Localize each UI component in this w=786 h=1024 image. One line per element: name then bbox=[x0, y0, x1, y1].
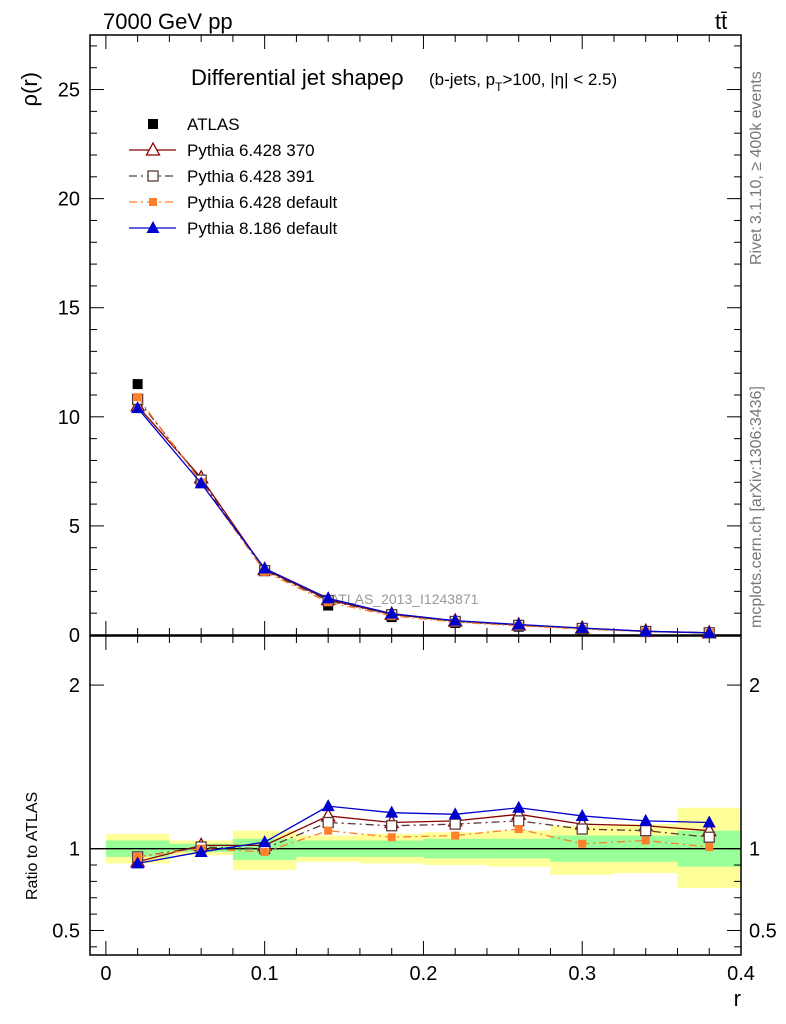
rivet-version-label: Rivet 3.1.10, ≥ 400k events bbox=[748, 71, 765, 265]
ratio-point-pythia-8-186-default bbox=[639, 813, 653, 826]
ratio-point-pythia-6-428-default bbox=[324, 826, 333, 835]
x-tick-label: 0.4 bbox=[727, 963, 755, 985]
ratio-line-pythia-8-186-default bbox=[137, 805, 710, 865]
main-point-pythia-8-186-default bbox=[512, 617, 526, 630]
ratio-point-pythia-8-186-default bbox=[194, 844, 208, 857]
ratio-y-tick-label: 1 bbox=[69, 839, 80, 861]
header-energy-label: 7000 GeV pp bbox=[103, 9, 233, 34]
ratio-point-pythia-8-186-default bbox=[321, 799, 335, 812]
ratio-point-pythia-8-186-default bbox=[575, 808, 589, 821]
main-point-pythia-8-186-default bbox=[448, 613, 462, 626]
ratio-line-pythia-6-428-default bbox=[137, 828, 710, 858]
ratio-point-pythia-8-186-default bbox=[512, 800, 526, 813]
ratio-line-pythia-6-428-391 bbox=[137, 820, 710, 858]
legend-marker-pythia-6-428-391 bbox=[147, 170, 159, 182]
legend-marker-pythia-8-186-default bbox=[146, 221, 160, 233]
legend-marker-atlas bbox=[148, 119, 158, 129]
legend-marker-pythia-6-428-default bbox=[149, 198, 157, 206]
ratio-y-tick-label: 2 bbox=[69, 675, 80, 697]
main-point-atlas bbox=[132, 379, 143, 390]
ratio-point-pythia-6-428-default bbox=[387, 833, 396, 842]
chart-subtitle: (b-jets, pT>100, |η| < 2.5) bbox=[429, 70, 617, 94]
ratio-point-pythia-6-428-391 bbox=[449, 818, 461, 830]
legend-label-pythia-8-186-default: Pythia 8.186 default bbox=[187, 219, 338, 238]
legend-label-pythia-6-428-default: Pythia 6.428 default bbox=[187, 193, 338, 212]
mcplots-reference-label: mcplots.cern.ch [arXiv:1306:3436] bbox=[748, 386, 765, 628]
x-tick-label: 0.1 bbox=[251, 963, 279, 985]
main-point-pythia-8-186-default bbox=[385, 606, 399, 619]
analysis-watermark: ATLAS_2013_I1243871 bbox=[330, 591, 479, 607]
main-plot-frame bbox=[89, 34, 742, 636]
ratio-line-pythia-6-428-370 bbox=[137, 813, 710, 863]
main-y-tick-label: 15 bbox=[58, 298, 80, 320]
main-y-tick-label: 0 bbox=[69, 625, 80, 647]
main-point-pythia-8-186-default bbox=[258, 561, 272, 574]
ratio-point-pythia-6-428-default bbox=[514, 825, 523, 834]
ratio-point-pythia-6-428-391 bbox=[513, 815, 525, 827]
ratio-y-tick-label-right: 0.5 bbox=[749, 920, 777, 942]
ratio-point-pythia-6-428-default bbox=[641, 836, 650, 845]
main-y-tick-label: 20 bbox=[58, 189, 80, 211]
header-process-label: tt̄ bbox=[715, 9, 727, 34]
ratio-point-pythia-8-186-default bbox=[258, 835, 272, 848]
ratio-point-pythia-8-186-default bbox=[448, 807, 462, 820]
ratio-point-pythia-6-428-default bbox=[705, 843, 714, 852]
main-point-pythia-8-186-default bbox=[131, 401, 145, 414]
x-tick-label: 0.3 bbox=[568, 963, 596, 985]
x-tick-label: 0 bbox=[100, 963, 111, 985]
ratio-point-pythia-6-428-391 bbox=[640, 825, 652, 837]
main-y-tick-label: 25 bbox=[58, 80, 80, 102]
ratio-y-axis-label: Ratio to ATLAS bbox=[24, 792, 41, 900]
ratio-point-pythia-8-186-default bbox=[702, 815, 716, 828]
legend-marker-pythia-6-428-370 bbox=[145, 141, 161, 156]
ratio-y-tick-label: 0.5 bbox=[52, 920, 80, 942]
chart-dynamic-layer: 0 0.1 0.2 0.3 0.4 0 5 10 15 20 25 0.5 0.5 1 1 2 2 ATLAS Py… bbox=[52, 34, 777, 985]
ratio-point-pythia-8-186-default bbox=[131, 856, 145, 869]
ratio-y-tick-label-right: 2 bbox=[749, 675, 760, 697]
ratio-point-pythia-6-428-391 bbox=[703, 831, 715, 843]
legend-label-pythia-6-428-391: Pythia 6.428 391 bbox=[187, 167, 315, 186]
x-axis-label: r bbox=[734, 986, 741, 1011]
chart-title: Differential jet shapeρ bbox=[191, 65, 404, 90]
main-point-pythia-8-186-default bbox=[194, 476, 208, 489]
ratio-point-pythia-6-428-default bbox=[578, 839, 587, 848]
main-y-tick-label: 10 bbox=[58, 407, 80, 429]
main-point-pythia-8-186-default bbox=[702, 625, 716, 638]
ratio-point-pythia-6-428-391 bbox=[576, 823, 588, 835]
ratio-point-pythia-8-186-default bbox=[385, 805, 399, 818]
ratio-plot-frame bbox=[89, 635, 742, 956]
main-y-tick-label: 5 bbox=[69, 516, 80, 538]
main-point-pythia-8-186-default bbox=[575, 621, 589, 634]
main-point-pythia-6-428-default bbox=[133, 393, 142, 402]
x-tick-label: 0.2 bbox=[410, 963, 438, 985]
main-line-pythia-6-428-default bbox=[137, 396, 710, 634]
ratio-point-pythia-6-428-default bbox=[260, 847, 269, 856]
ratio-point-pythia-6-428-default bbox=[451, 831, 460, 840]
main-point-pythia-8-186-default bbox=[639, 624, 653, 637]
main-point-pythia-8-186-default bbox=[321, 591, 335, 604]
main-y-axis-label: ρ(r) bbox=[17, 72, 42, 107]
ratio-y-tick-label-right: 1 bbox=[749, 839, 760, 861]
ratio-point-pythia-6-428-391 bbox=[322, 816, 334, 829]
legend-label-atlas: ATLAS bbox=[187, 115, 240, 134]
legend-label-pythia-6-428-370: Pythia 6.428 370 bbox=[187, 141, 315, 160]
main-line-pythia-8-186-default bbox=[137, 407, 710, 634]
ratio-point-pythia-6-428-391 bbox=[386, 820, 398, 832]
